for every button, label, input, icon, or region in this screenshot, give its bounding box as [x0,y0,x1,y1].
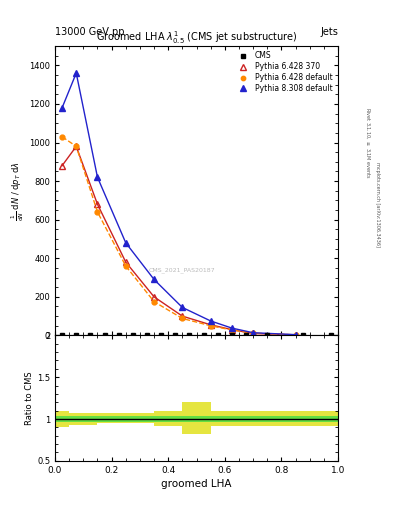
CMS [130,332,135,338]
Pythia 8.308 default [60,105,64,111]
CMS [230,332,234,338]
Pythia 8.308 default [95,174,100,180]
Line: Pythia 6.428 370: Pythia 6.428 370 [59,143,299,338]
Pythia 6.428 default [123,263,128,269]
Pythia 8.308 default [208,318,213,324]
Text: Rivet 3.1.10, $\geq$ 3.1M events: Rivet 3.1.10, $\geq$ 3.1M events [364,108,371,179]
Pythia 6.428 370 [251,330,255,336]
Pythia 8.308 default [293,332,298,338]
Pythia 6.428 370 [123,259,128,265]
Pythia 6.428 default [293,332,298,338]
Text: mcplots.cern.ch [arXiv:1306.3436]: mcplots.cern.ch [arXiv:1306.3436] [375,162,380,247]
Y-axis label: $\frac{1}{\mathrm{d}N}$ $\mathrm{d}N$ / $\mathrm{d}p_{T}$ $\mathrm{d}\lambda$: $\frac{1}{\mathrm{d}N}$ $\mathrm{d}N$ / … [10,161,26,221]
Line: Pythia 6.428 default: Pythia 6.428 default [60,134,298,337]
Pythia 6.428 default [251,330,255,336]
Pythia 8.308 default [74,70,79,76]
CMS [187,332,192,338]
CMS [201,332,206,338]
Pythia 6.428 default [180,315,185,322]
CMS [265,332,270,338]
Pythia 6.428 default [95,209,100,215]
X-axis label: groomed LHA: groomed LHA [161,479,232,489]
Text: Jets: Jets [320,27,338,37]
Pythia 6.428 370 [293,332,298,338]
CMS [173,332,178,338]
Line: CMS: CMS [60,333,333,338]
Text: CMS_2021_PAS20187: CMS_2021_PAS20187 [149,268,216,273]
Pythia 6.428 default [60,134,64,140]
Pythia 6.428 370 [180,313,185,319]
CMS [60,332,64,338]
Y-axis label: Ratio to CMS: Ratio to CMS [25,371,34,425]
Title: Groomed LHA $\lambda^{1}_{0.5}$ (CMS jet substructure): Groomed LHA $\lambda^{1}_{0.5}$ (CMS jet… [96,29,297,46]
Pythia 8.308 default [180,304,185,310]
Pythia 6.428 370 [74,143,79,150]
CMS [244,332,248,338]
Pythia 8.308 default [152,276,156,283]
Pythia 6.428 default [208,323,213,329]
Pythia 6.428 370 [60,163,64,169]
CMS [88,332,93,338]
CMS [215,332,220,338]
CMS [102,332,107,338]
Line: Pythia 8.308 default: Pythia 8.308 default [59,70,299,338]
Legend: CMS, Pythia 6.428 370, Pythia 6.428 default, Pythia 8.308 default: CMS, Pythia 6.428 370, Pythia 6.428 defa… [234,50,334,95]
Pythia 6.428 370 [152,294,156,300]
Pythia 6.428 default [152,298,156,305]
Pythia 6.428 default [74,143,79,150]
Pythia 8.308 default [251,330,255,336]
Pythia 6.428 370 [95,201,100,207]
Pythia 6.428 370 [208,322,213,328]
Pythia 6.428 370 [230,327,234,333]
Pythia 8.308 default [123,240,128,246]
Pythia 6.428 default [230,327,234,333]
CMS [329,332,333,338]
Text: 13000 GeV pp: 13000 GeV pp [55,27,125,37]
Pythia 8.308 default [230,325,234,331]
CMS [145,332,149,338]
CMS [300,332,305,338]
CMS [159,332,163,338]
CMS [74,332,79,338]
CMS [116,332,121,338]
